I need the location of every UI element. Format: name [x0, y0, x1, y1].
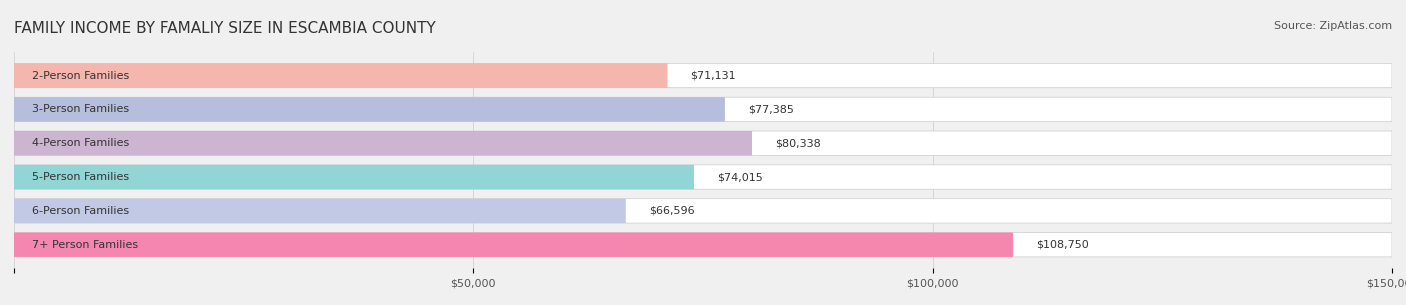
Text: 7+ Person Families: 7+ Person Families [32, 240, 139, 250]
FancyBboxPatch shape [14, 97, 725, 122]
FancyBboxPatch shape [14, 63, 668, 88]
FancyBboxPatch shape [14, 232, 1392, 257]
FancyBboxPatch shape [14, 131, 752, 155]
Text: 3-Person Families: 3-Person Families [32, 104, 129, 114]
Text: 5-Person Families: 5-Person Families [32, 172, 129, 182]
Text: FAMILY INCOME BY FAMALIY SIZE IN ESCAMBIA COUNTY: FAMILY INCOME BY FAMALIY SIZE IN ESCAMBI… [14, 21, 436, 36]
Text: $77,385: $77,385 [748, 104, 794, 114]
Text: $66,596: $66,596 [648, 206, 695, 216]
FancyBboxPatch shape [14, 165, 1392, 189]
FancyBboxPatch shape [14, 131, 1392, 155]
Text: $80,338: $80,338 [775, 138, 821, 148]
Text: $108,750: $108,750 [1036, 240, 1088, 250]
Text: 4-Person Families: 4-Person Families [32, 138, 129, 148]
FancyBboxPatch shape [14, 199, 1392, 223]
FancyBboxPatch shape [14, 165, 695, 189]
FancyBboxPatch shape [14, 97, 1392, 122]
FancyBboxPatch shape [14, 232, 1012, 257]
Text: 2-Person Families: 2-Person Families [32, 70, 129, 81]
Text: $71,131: $71,131 [690, 70, 737, 81]
Text: Source: ZipAtlas.com: Source: ZipAtlas.com [1274, 21, 1392, 31]
Text: 6-Person Families: 6-Person Families [32, 206, 129, 216]
FancyBboxPatch shape [14, 199, 626, 223]
FancyBboxPatch shape [14, 63, 1392, 88]
Text: $74,015: $74,015 [717, 172, 762, 182]
